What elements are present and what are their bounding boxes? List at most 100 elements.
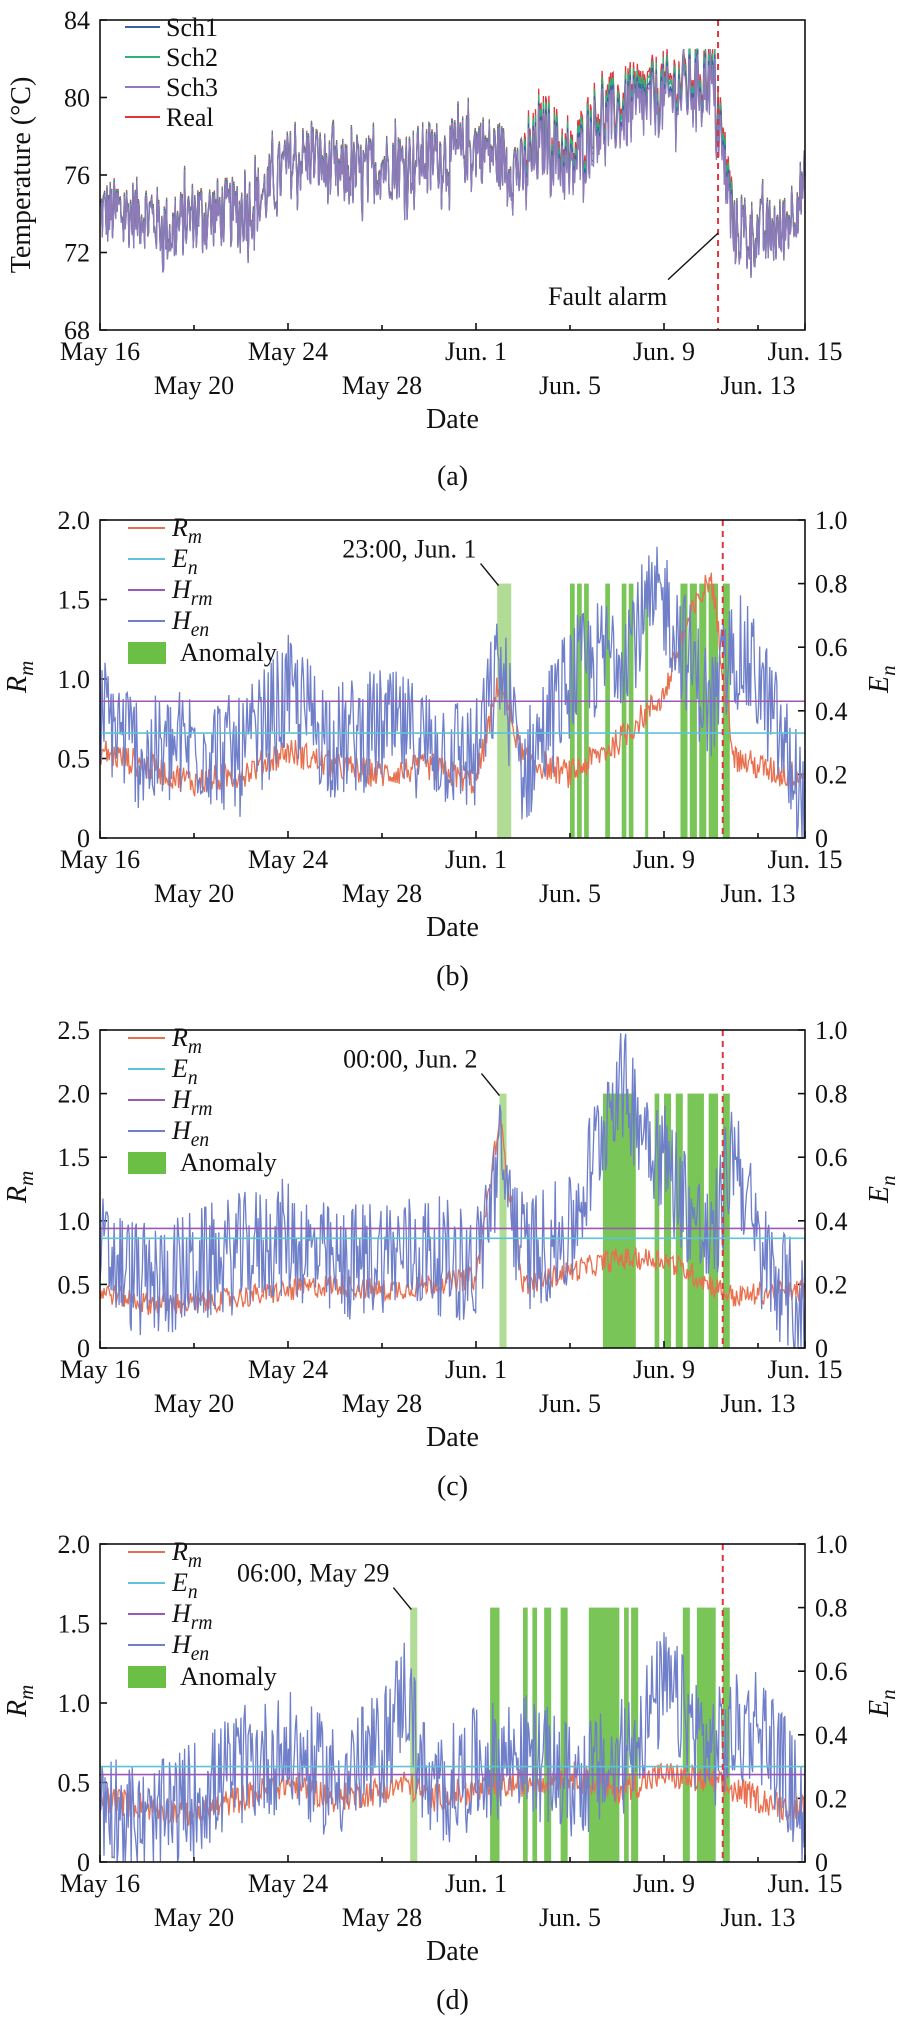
x-tick-label: May 16 [60, 1869, 140, 1898]
panel-d: 00.51.01.52.000.20.40.60.81.0RmEn06:00, … [2, 1530, 900, 2016]
anomaly-bar [722, 1093, 730, 1348]
x-tick-label: May 28 [342, 371, 422, 400]
x-tick-label: May 24 [248, 337, 328, 366]
y-tick-label: 2.0 [58, 1080, 91, 1109]
anomaly-annotation: 23:00, Jun. 1 [342, 535, 476, 564]
anomaly-bar [499, 1093, 507, 1348]
x-tick-label: Jun. 1 [445, 845, 507, 874]
y-right-tick-label: 0.8 [815, 570, 848, 599]
x-tick-label: Jun. 9 [633, 1869, 695, 1898]
x-tick-label: Jun. 9 [633, 845, 695, 874]
legend-anomaly-label: Anomaly [180, 1148, 277, 1177]
legend-label: Sch1 [166, 13, 218, 42]
svg-text:En: En [864, 1689, 900, 1718]
y-axis-label: Temperature (°C) [6, 77, 37, 274]
x-tick-label: Jun. 15 [767, 1869, 842, 1898]
legend-hen-label: Hen [171, 1630, 209, 1665]
y-tick-label: 72 [64, 239, 90, 268]
y-right-tick-label: 0.4 [815, 1207, 848, 1236]
legend-hrm-label: Hrm [171, 1085, 212, 1120]
legend-hen-label: Hen [171, 1116, 209, 1151]
anomaly-bar [584, 583, 589, 838]
y-tick-label: 1.0 [58, 1689, 91, 1718]
y-right-tick-label: 1.0 [815, 1530, 848, 1559]
legend-rm-label: Rm [171, 1537, 202, 1572]
y-tick-label: 2.0 [58, 1530, 91, 1559]
y-right-tick-label: 0.6 [815, 633, 848, 662]
legend-hrm-label: Hrm [171, 1599, 212, 1634]
x-tick-label: May 24 [248, 1869, 328, 1898]
anomaly-bar [624, 1607, 629, 1862]
y-tick-label: 0 [77, 1334, 90, 1363]
x-axis-label: Date [426, 1422, 479, 1453]
anomaly-bar [699, 583, 707, 838]
annotation-leader [392, 1587, 412, 1611]
legend-rm-label: Rm [171, 1023, 202, 1058]
x-axis-label: Date [426, 912, 479, 943]
panel-label: (c) [437, 1471, 468, 1502]
y-right-axis-label: En [864, 1689, 900, 1718]
panel-a: 68 72 76 80 84 Temperature (°C) Fault alarm Sch… [6, 6, 843, 492]
legend-anomaly-swatch [128, 1666, 166, 1688]
plot-frame [99, 1029, 806, 1349]
y-tick-label: 0 [77, 1848, 90, 1877]
anomaly-bar [675, 1093, 683, 1348]
legend-en-label: En [171, 1568, 198, 1603]
anomaly-bar [664, 1093, 672, 1348]
x-tick-label: May 28 [342, 1389, 422, 1418]
y-axis-label: Rm [2, 1685, 38, 1718]
x-tick-label: Jun. 13 [720, 1903, 795, 1932]
x-tick-label: May 20 [154, 371, 234, 400]
legend-anomaly-swatch [128, 642, 166, 664]
svg-text:En: En [864, 665, 900, 694]
x-tick-label: Jun. 13 [720, 371, 795, 400]
legend-en-label: En [171, 544, 198, 579]
x-tick-label: May 16 [60, 337, 140, 366]
anomaly-bar [605, 583, 610, 838]
x-tick-label: May 28 [342, 1903, 422, 1932]
y-right-axis-label: En [864, 1175, 900, 1204]
x-tick-label: Jun. 9 [633, 1355, 695, 1384]
x-axis-label: Date [426, 404, 479, 435]
y-right-axis-label: En [864, 665, 900, 694]
plot-frame [99, 1543, 806, 1863]
y-tick-label: 0.5 [58, 745, 91, 774]
y-right-tick-label: 0.2 [815, 1784, 848, 1813]
anomaly-bar [628, 583, 634, 838]
series-line-en [99, 1632, 806, 1863]
svg-text:Rm: Rm [2, 661, 38, 694]
plot-frame [99, 519, 806, 839]
anomaly-bar [577, 583, 582, 838]
y-tick-label: 68 [64, 316, 90, 345]
svg-text:En: En [864, 1175, 900, 1204]
annotation-leader [480, 563, 500, 587]
legend-rm-label: Rm [171, 513, 202, 548]
panel-b: 00.51.01.52.000.20.40.60.81.0RmEn23:00, … [2, 506, 900, 992]
y-right-tick-label: 0.6 [815, 1657, 848, 1686]
y-tick-label: 1.0 [58, 665, 91, 694]
y-right-tick-label: 0.6 [815, 1143, 848, 1172]
legend-hrm-label: Hrm [171, 575, 212, 610]
legend-hen-label: Hen [171, 606, 209, 641]
x-tick-label: May 16 [60, 845, 140, 874]
x-tick-label: Jun. 15 [767, 337, 842, 366]
x-tick-label: Jun. 1 [445, 1869, 507, 1898]
anomaly-annotation: 06:00, May 29 [237, 1559, 389, 1588]
x-tick-label: May 16 [60, 1355, 140, 1384]
anomaly-bar [654, 1093, 660, 1348]
panel-label: (d) [436, 1985, 469, 2016]
y-right-tick-label: 0.8 [815, 1594, 848, 1623]
anomaly-annotation: 00:00, Jun. 2 [343, 1045, 477, 1074]
x-axis-label: Date [426, 1936, 479, 1967]
x-tick-label: Jun. 5 [539, 1389, 601, 1418]
x-tick-label: Jun. 13 [720, 879, 795, 908]
anomaly-bar [560, 1607, 568, 1862]
y-right-tick-label: 1.0 [815, 1016, 848, 1045]
y-tick-label: 84 [64, 6, 90, 35]
y-right-tick-label: 1.0 [815, 506, 848, 535]
fault-alarm-annotation: Fault alarm [548, 282, 667, 311]
panel-label: (a) [437, 461, 468, 492]
y-axis-label: Rm [2, 661, 38, 694]
y-right-tick-label: 0.2 [815, 760, 848, 789]
